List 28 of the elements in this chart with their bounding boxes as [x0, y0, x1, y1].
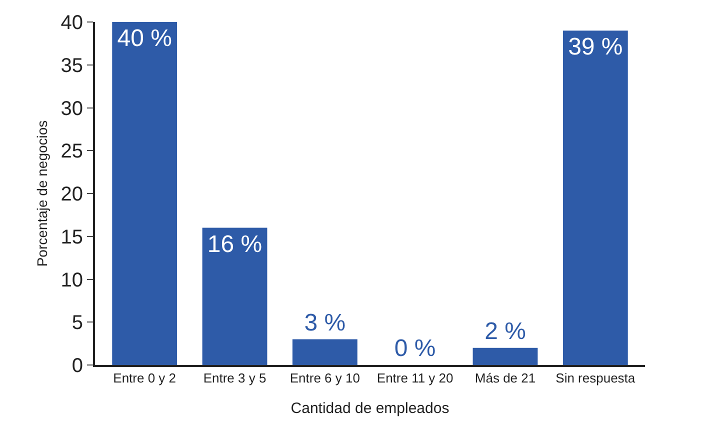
x-axis-title: Cantidad de empleados [290, 400, 450, 418]
x-tick-label: Entre 11 y 20 [376, 370, 454, 386]
y-tick-label: 30 [60, 98, 83, 120]
x-tick-label: Entre 6 y 10 [290, 370, 360, 386]
bar [202, 228, 268, 365]
y-tick-label: 0 [72, 355, 83, 377]
x-tick-label: Entre 0 y 2 [113, 370, 176, 386]
x-tick-label: Entre 3 y 5 [203, 370, 266, 386]
y-tick-label: 35 [60, 54, 83, 77]
y-tick-label: 20 [60, 184, 83, 206]
y-tick-label: 10 [60, 269, 83, 292]
y-tick-label: 5 [72, 312, 83, 334]
y-tick-label: 40 [60, 12, 83, 34]
bar [292, 339, 358, 365]
y-tick-label: 15 [60, 226, 83, 248]
data-label: 39 % [568, 34, 623, 61]
bar [472, 348, 538, 365]
x-tick-label: Sin respuesta [556, 370, 636, 386]
data-label: 40 % [117, 25, 172, 52]
data-label: 3 % [304, 309, 346, 336]
y-tick-label: 25 [60, 140, 83, 163]
bar [112, 22, 178, 365]
data-label: 2 % [484, 318, 526, 345]
x-tick-label: Más de 21 [474, 370, 536, 386]
bar [562, 30, 628, 365]
y-axis-title: Porcentaje de negocios [34, 120, 50, 267]
data-label: 16 % [207, 230, 262, 258]
data-label: 0 % [394, 335, 436, 362]
